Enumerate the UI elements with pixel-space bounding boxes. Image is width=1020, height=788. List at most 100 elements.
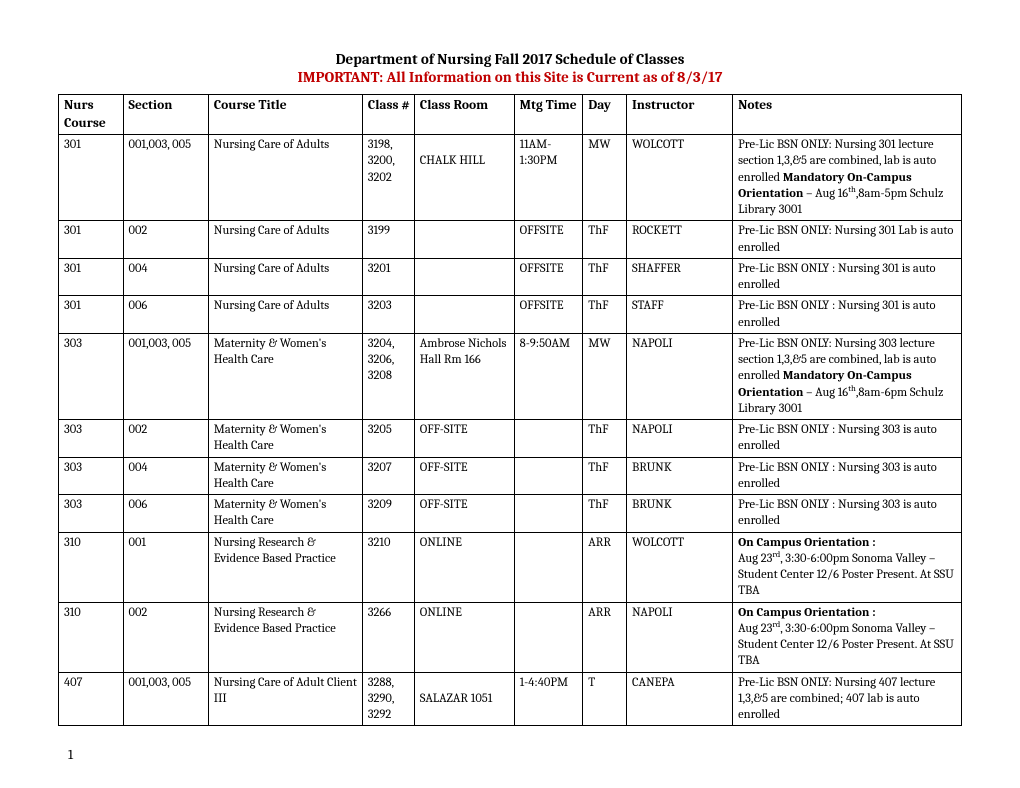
- cell-day: ThF: [583, 457, 627, 495]
- cell-notes: Pre-Lic BSN ONLY : Nursing 301 is auto e…: [733, 258, 962, 296]
- cell-nurs: 303: [59, 420, 124, 458]
- cell-nurs: 310: [59, 602, 124, 672]
- cell-notes: Pre-Lic BSN ONLY: Nursing 301 Lab is aut…: [733, 221, 962, 259]
- cell-room: OFF-SITE: [414, 495, 514, 533]
- table-row: 301002Nursing Care of Adults3199OFFSITET…: [59, 221, 962, 259]
- cell-title: Nursing Research & Evidence Based Practi…: [208, 602, 362, 672]
- cell-time: [514, 457, 583, 495]
- table-row: 301006Nursing Care of Adults3203OFFSITET…: [59, 296, 962, 334]
- col-header-time: Mtg Time: [514, 95, 583, 135]
- cell-instructor: SHAFFER: [626, 258, 732, 296]
- cell-nurs: 303: [59, 333, 124, 419]
- cell-section: 006: [123, 495, 208, 533]
- cell-title: Maternity & Women's Health Care: [208, 333, 362, 419]
- cell-classnum: 3207: [362, 457, 414, 495]
- cell-classnum: 3266: [362, 602, 414, 672]
- cell-time: 1-4:40PM: [514, 672, 583, 726]
- cell-section: 001,003, 005: [123, 672, 208, 726]
- cell-time: 8-9:50AM: [514, 333, 583, 419]
- cell-room: ONLINE: [414, 532, 514, 602]
- cell-day: ARR: [583, 532, 627, 602]
- table-row: 301001,003, 005Nursing Care of Adults319…: [59, 135, 962, 221]
- cell-room: OFF-SITE: [414, 420, 514, 458]
- cell-day: MW: [583, 135, 627, 221]
- cell-day: ThF: [583, 495, 627, 533]
- col-header-day: Day: [583, 95, 627, 135]
- cell-title: Nursing Care of Adults: [208, 221, 362, 259]
- cell-instructor: CANEPA: [626, 672, 732, 726]
- cell-room: [414, 258, 514, 296]
- cell-notes: Pre-Lic BSN ONLY: Nursing 303 lecture se…: [733, 333, 962, 419]
- cell-nurs: 301: [59, 296, 124, 334]
- cell-section: 002: [123, 420, 208, 458]
- cell-notes: Pre-Lic BSN ONLY : Nursing 303 is auto e…: [733, 495, 962, 533]
- cell-day: ThF: [583, 258, 627, 296]
- cell-notes: Pre-Lic BSN ONLY: Nursing 407 lecture 1,…: [733, 672, 962, 726]
- cell-room: OFF-SITE: [414, 457, 514, 495]
- cell-nurs: 301: [59, 135, 124, 221]
- cell-time: OFFSITE: [514, 258, 583, 296]
- col-header-nurs: Nurs Course: [59, 95, 124, 135]
- cell-classnum: 3288, 3290, 3292: [362, 672, 414, 726]
- cell-time: OFFSITE: [514, 221, 583, 259]
- cell-room: CHALK HILL: [414, 135, 514, 221]
- table-header-row: Nurs Course Section Course Title Class #…: [59, 95, 962, 135]
- cell-section: 001,003, 005: [123, 135, 208, 221]
- table-row: 303002Maternity & Women's Health Care320…: [59, 420, 962, 458]
- col-header-room: Class Room: [414, 95, 514, 135]
- cell-classnum: 3205: [362, 420, 414, 458]
- cell-nurs: 303: [59, 495, 124, 533]
- cell-title: Nursing Research & Evidence Based Practi…: [208, 532, 362, 602]
- cell-room: [414, 221, 514, 259]
- table-row: 407001,003, 005Nursing Care of Adult Cli…: [59, 672, 962, 726]
- cell-nurs: 407: [59, 672, 124, 726]
- table-row: 303004Maternity & Women's Health Care320…: [59, 457, 962, 495]
- cell-title: Maternity & Women's Health Care: [208, 457, 362, 495]
- table-row: 303006Maternity & Women's Health Care320…: [59, 495, 962, 533]
- cell-section: 006: [123, 296, 208, 334]
- cell-notes: Pre-Lic BSN ONLY: Nursing 301 lecture se…: [733, 135, 962, 221]
- page-subtitle: IMPORTANT: All Information on this Site …: [58, 68, 962, 86]
- cell-notes: Pre-Lic BSN ONLY : Nursing 301 is auto e…: [733, 296, 962, 334]
- cell-section: 001: [123, 532, 208, 602]
- cell-room: Ambrose Nichols Hall Rm 166: [414, 333, 514, 419]
- cell-instructor: NAPOLI: [626, 333, 732, 419]
- cell-time: 11AM-1:30PM: [514, 135, 583, 221]
- cell-instructor: NAPOLI: [626, 420, 732, 458]
- col-header-instructor: Instructor: [626, 95, 732, 135]
- cell-day: T: [583, 672, 627, 726]
- cell-room: [414, 296, 514, 334]
- col-header-notes: Notes: [733, 95, 962, 135]
- cell-section: 001,003, 005: [123, 333, 208, 419]
- cell-title: Maternity & Women's Health Care: [208, 420, 362, 458]
- cell-day: ThF: [583, 221, 627, 259]
- col-header-section: Section: [123, 95, 208, 135]
- cell-day: ThF: [583, 420, 627, 458]
- cell-classnum: 3210: [362, 532, 414, 602]
- cell-room: ONLINE: [414, 602, 514, 672]
- cell-day: ARR: [583, 602, 627, 672]
- cell-classnum: 3204, 3206, 3208: [362, 333, 414, 419]
- cell-notes: On Campus Orientation :Aug 23rd, 3:30-6:…: [733, 602, 962, 672]
- col-header-title: Course Title: [208, 95, 362, 135]
- cell-section: 004: [123, 258, 208, 296]
- cell-classnum: 3209: [362, 495, 414, 533]
- cell-title: Nursing Care of Adults: [208, 296, 362, 334]
- cell-instructor: NAPOLI: [626, 602, 732, 672]
- cell-title: Nursing Care of Adults: [208, 135, 362, 221]
- cell-nurs: 301: [59, 221, 124, 259]
- cell-nurs: 310: [59, 532, 124, 602]
- table-row: 303001,003, 005Maternity & Women's Healt…: [59, 333, 962, 419]
- cell-instructor: WOLCOTT: [626, 135, 732, 221]
- cell-day: ThF: [583, 296, 627, 334]
- cell-notes: Pre-Lic BSN ONLY : Nursing 303 is auto e…: [733, 457, 962, 495]
- cell-instructor: STAFF: [626, 296, 732, 334]
- cell-section: 002: [123, 602, 208, 672]
- cell-time: [514, 495, 583, 533]
- cell-classnum: 3203: [362, 296, 414, 334]
- cell-instructor: BRUNK: [626, 495, 732, 533]
- cell-time: [514, 532, 583, 602]
- cell-section: 004: [123, 457, 208, 495]
- cell-nurs: 301: [59, 258, 124, 296]
- schedule-table: Nurs Course Section Course Title Class #…: [58, 94, 962, 726]
